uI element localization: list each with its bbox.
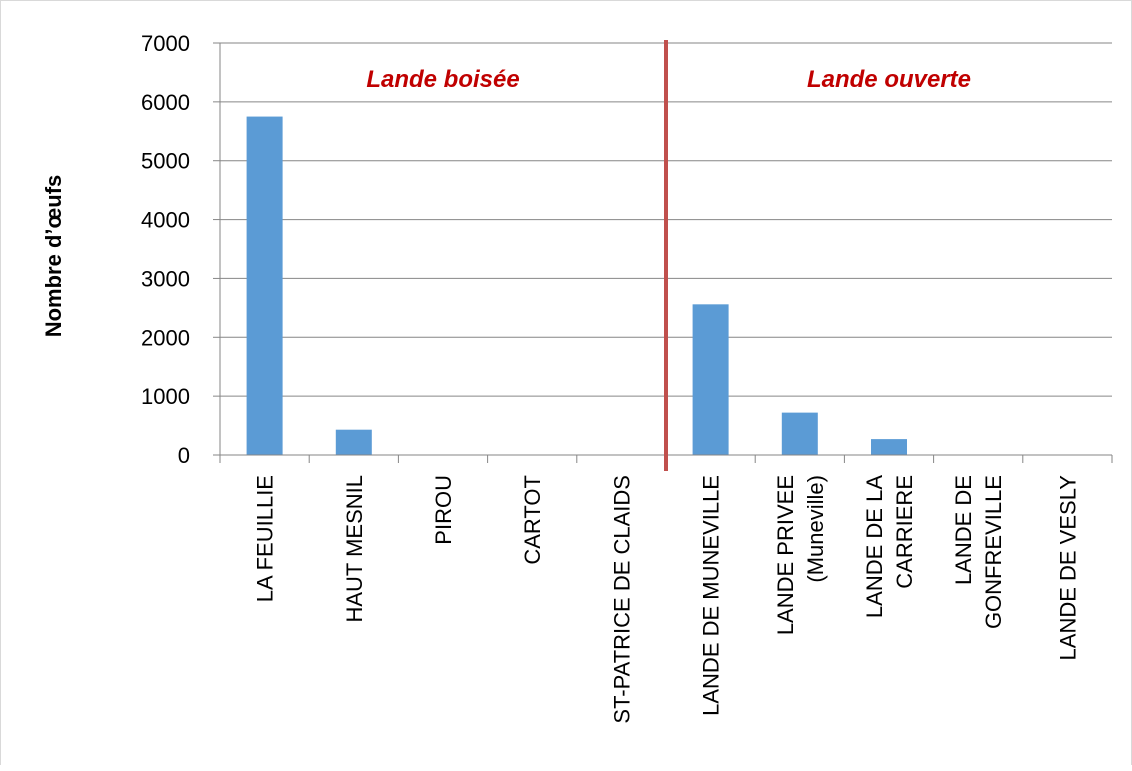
x-tick-label: ST-PATRICE DE CLAIDS xyxy=(609,475,634,724)
group-annotation-left: Lande boisée xyxy=(366,66,519,93)
axes xyxy=(213,42,1113,463)
bar xyxy=(871,439,907,455)
y-tick-label: 3000 xyxy=(141,266,190,291)
x-tick-label: LA FEUILLIE xyxy=(253,475,278,602)
x-tick-label: GONFREVILLE xyxy=(981,475,1006,629)
x-tick-labels: LA FEUILLIE HAUT MESNIL PIROU CARTOT ST-PATR… xyxy=(253,475,1081,724)
y-axis-label: Nombre d’œufs xyxy=(41,175,66,338)
x-tick-label: CARRIERE xyxy=(892,475,917,589)
y-tick-label: 0 xyxy=(178,443,190,468)
x-tick-label: (Muneville) xyxy=(803,475,828,583)
x-tick-label: HAUT MESNIL xyxy=(342,475,367,623)
bar xyxy=(781,412,818,455)
bar xyxy=(692,304,729,455)
y-tick-label: 4000 xyxy=(141,208,190,233)
x-tick-label: LANDE DE VESLY xyxy=(1055,475,1080,661)
x-tick-label: LANDE DE xyxy=(951,475,976,585)
x-tick-label: CARTOT xyxy=(520,475,545,565)
x-tick-label: LANDE PRIVEE xyxy=(773,475,798,635)
y-tick-labels: 0 1000 2000 3000 4000 5000 6000 7000 xyxy=(141,31,190,468)
annotations: Lande boisée Lande ouverte xyxy=(366,40,971,471)
bars xyxy=(246,116,907,456)
y-tick-label: 1000 xyxy=(141,384,190,409)
y-tick-label: 5000 xyxy=(141,149,190,174)
bar xyxy=(335,429,372,455)
x-tick-label: LANDE DE MUNEVILLE xyxy=(699,475,724,716)
y-tick-label: 7000 xyxy=(141,31,190,56)
x-tick-label: LANDE DE LA xyxy=(862,475,887,618)
y-tick-label: 6000 xyxy=(141,90,190,115)
x-tick-label: PIROU xyxy=(431,475,456,545)
y-tick-label: 2000 xyxy=(141,325,190,350)
bar xyxy=(246,116,283,456)
group-annotation-right: Lande ouverte xyxy=(807,66,971,93)
